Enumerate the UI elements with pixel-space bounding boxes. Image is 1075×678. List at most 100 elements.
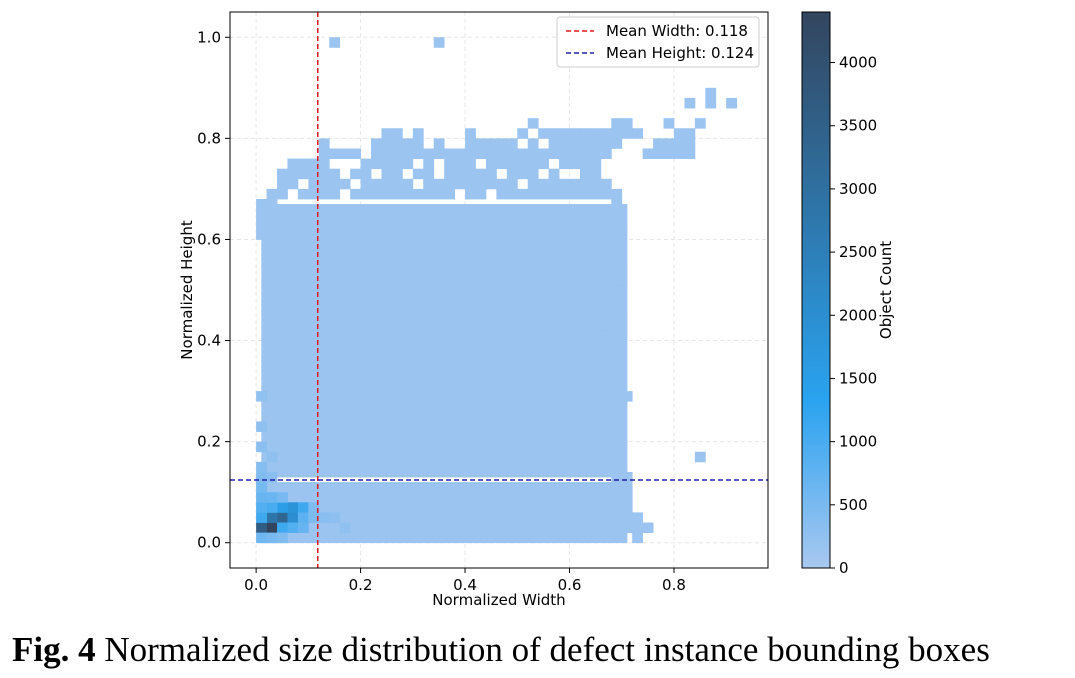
heatmap-cell	[553, 224, 565, 235]
heatmap-cell	[621, 391, 633, 402]
heatmap-cell	[512, 365, 523, 377]
heatmap-cell	[564, 456, 576, 468]
heatmap-cell	[344, 325, 356, 336]
heatmap-cell	[673, 148, 685, 159]
heatmap-cell	[350, 168, 361, 180]
heatmap-cell	[470, 295, 482, 306]
heatmap-cell	[261, 325, 273, 336]
heatmap-cell	[428, 295, 440, 306]
heatmap-cell	[527, 158, 539, 170]
heatmap-cell	[303, 355, 314, 367]
heatmap-cell	[512, 386, 523, 397]
heatmap-cell	[344, 345, 356, 357]
heatmap-cell	[391, 178, 403, 190]
heatmap-cell	[522, 315, 534, 326]
heatmap-cell	[381, 148, 393, 159]
heatmap-cell	[574, 396, 586, 407]
heatmap-cell	[585, 436, 597, 448]
heatmap-cell	[438, 466, 450, 478]
heatmap-cell	[256, 209, 267, 220]
heatmap-cell	[522, 502, 534, 513]
heatmap-cell	[574, 234, 586, 245]
heatmap-cell	[470, 234, 482, 245]
heatmap-cell	[585, 315, 597, 326]
heatmap-cell	[449, 522, 461, 534]
heatmap-cell	[324, 264, 335, 276]
heatmap-cell	[313, 446, 325, 458]
heatmap-cell	[386, 492, 398, 503]
heatmap-cell	[611, 118, 623, 129]
heatmap-cell	[532, 305, 544, 316]
heatmap-cell	[564, 365, 576, 377]
heatmap-cell	[564, 466, 576, 478]
heatmap-cell	[553, 512, 565, 523]
heatmap-cell	[355, 502, 367, 513]
heatmap-cell	[611, 340, 623, 352]
heatmap-cell	[344, 456, 356, 468]
heatmap-cell	[418, 204, 429, 215]
heatmap-cell	[365, 244, 377, 256]
heatmap-cell	[559, 148, 570, 159]
heatmap-cell	[407, 345, 419, 357]
heatmap-cell	[632, 128, 644, 139]
heatmap-cell	[376, 386, 388, 397]
heatmap-cell	[386, 532, 398, 544]
heatmap-cell	[282, 426, 294, 437]
heatmap-cell	[491, 466, 503, 478]
heatmap-cell	[344, 386, 356, 397]
heatmap-cell	[449, 446, 461, 458]
heatmap-cell	[465, 168, 476, 180]
heatmap-cell	[438, 396, 450, 407]
heatmap-cell	[313, 214, 325, 225]
heatmap-cell	[438, 234, 450, 245]
heatmap-cell	[334, 355, 346, 367]
heatmap-cell	[449, 244, 461, 256]
heatmap-cell	[365, 426, 377, 437]
heatmap-cell	[543, 492, 555, 503]
heatmap-cell	[459, 365, 471, 377]
heatmap-cell	[501, 335, 513, 346]
heatmap-cell	[282, 456, 294, 468]
heatmap-cell	[449, 224, 461, 235]
heatmap-cell	[501, 325, 513, 336]
heatmap-cell	[574, 345, 586, 357]
heatmap-cell	[397, 386, 408, 397]
heatmap-cell	[485, 148, 497, 159]
heatmap-cell	[438, 386, 450, 397]
heatmap-cell	[344, 406, 356, 417]
heatmap-cell	[324, 406, 335, 417]
heatmap-cell	[438, 224, 450, 235]
heatmap-cell	[397, 456, 408, 468]
heatmap-cell	[344, 204, 356, 215]
heatmap-cell	[365, 214, 377, 225]
heatmap-cell	[663, 138, 675, 149]
heatmap-cell	[423, 178, 435, 190]
heatmap-cell	[543, 446, 555, 458]
heatmap-cell	[303, 386, 314, 397]
heatmap-cell	[365, 284, 377, 296]
heatmap-cell	[574, 492, 586, 503]
heatmap-cell	[585, 254, 597, 266]
heatmap-cell	[397, 492, 408, 503]
heatmap-cell	[365, 315, 377, 326]
heatmap-cell	[532, 386, 544, 397]
heatmap-cell	[344, 532, 356, 544]
heatmap-cell	[585, 284, 597, 296]
heatmap-cell	[355, 214, 367, 225]
heatmap-cell	[287, 512, 299, 523]
heatmap-cell	[501, 502, 513, 513]
heatmap-cell	[271, 436, 283, 448]
heatmap-cell	[308, 168, 320, 180]
colorbar: 0 500 1000 1500 2000 2500 3000 3500 4000 Object …	[801, 11, 895, 577]
y-tick-label: 1.0	[197, 28, 221, 46]
heatmap-cell	[501, 244, 513, 256]
heatmap-cell	[480, 274, 492, 286]
colorbar-tick-label: 3000	[839, 180, 877, 198]
heatmap-cell	[397, 355, 408, 367]
heatmap-cell	[611, 259, 623, 271]
heatmap-cell	[324, 214, 335, 225]
heatmap-cell	[407, 305, 419, 316]
heatmap-cell	[506, 148, 518, 159]
heatmap-cell	[428, 502, 440, 513]
heatmap-cell	[292, 325, 304, 336]
